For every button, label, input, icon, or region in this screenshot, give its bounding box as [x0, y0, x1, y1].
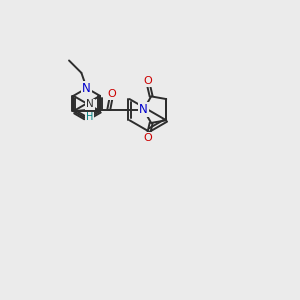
Text: O: O [107, 89, 116, 99]
Text: N: N [86, 99, 94, 110]
Text: O: O [143, 76, 152, 86]
Text: O: O [143, 133, 152, 143]
Text: H: H [86, 112, 94, 122]
Text: N: N [139, 103, 148, 116]
Text: N: N [82, 82, 91, 95]
